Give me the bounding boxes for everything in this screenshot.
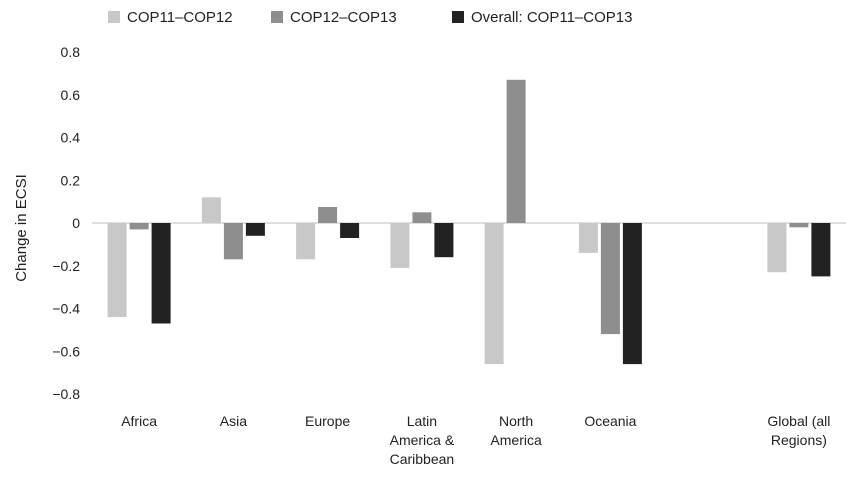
bar-series2-cat4 — [412, 212, 432, 223]
bar-series3-cat6 — [622, 223, 642, 365]
bar-series2-cat3 — [318, 207, 338, 223]
y-axis-ticks: 0.8 0.6 0.4 0.2 0 −0.2 −0.4 −0.6 −0.8 — [52, 44, 80, 402]
bar-series2-cat1 — [129, 223, 149, 230]
bar-series3-cat8 — [811, 223, 831, 277]
x-tick-label: Africa — [121, 413, 157, 429]
bar-series1-cat3 — [296, 223, 316, 260]
bar-series3-cat3 — [340, 223, 360, 238]
bar-series1-cat5 — [484, 223, 504, 365]
y-tick-label: 0.8 — [61, 44, 81, 60]
y-tick-label: 0.2 — [61, 172, 81, 188]
bar-series2-cat8 — [789, 223, 809, 228]
bar-series3-cat1 — [151, 223, 171, 324]
y-tick-label: 0 — [72, 215, 80, 231]
x-tick-label: Caribbean — [390, 451, 455, 467]
bar-series1-cat1 — [107, 223, 127, 318]
x-tick-label: Global (all — [767, 413, 830, 429]
x-tick-label: America — [490, 432, 542, 448]
y-tick-label: −0.4 — [52, 301, 80, 317]
bar-series2-cat5 — [506, 79, 526, 223]
x-tick-label: North — [499, 413, 533, 429]
legend-swatch — [108, 11, 120, 23]
x-tick-label: Latin — [407, 413, 437, 429]
bar-series2-cat6 — [600, 223, 620, 335]
x-tick-label: Europe — [305, 413, 350, 429]
y-tick-label: −0.8 — [52, 386, 80, 402]
legend-label: Overall: COP11–COP13 — [471, 9, 632, 26]
x-tick-label: Regions) — [771, 432, 827, 448]
bar-series2-cat2 — [223, 223, 243, 260]
bar-series1-cat8 — [767, 223, 787, 273]
y-axis-label: Change in ECSI — [13, 174, 30, 282]
bar-series3-cat4 — [434, 223, 454, 258]
x-tick-label: Oceania — [584, 413, 636, 429]
legend-swatch — [271, 11, 283, 23]
legend-label: COP11–COP12 — [127, 9, 233, 26]
x-axis-ticks: Africa Asia Europe Latin America & Caribbean N… — [121, 413, 830, 467]
x-tick-label: Asia — [220, 413, 247, 429]
bar-series1-cat4 — [390, 223, 410, 268]
y-tick-label: 0.6 — [61, 87, 81, 103]
y-tick-label: −0.6 — [52, 343, 80, 359]
bar-series3-cat2 — [245, 223, 265, 236]
bars — [107, 79, 831, 365]
legend-swatch — [452, 11, 464, 23]
y-tick-label: −0.2 — [52, 258, 80, 274]
y-tick-label: 0.4 — [61, 130, 81, 146]
bar-series1-cat2 — [201, 197, 221, 223]
bar-series1-cat6 — [578, 223, 598, 253]
legend: COP11–COP12 COP12–COP13 Overall: COP11–COP… — [108, 9, 632, 26]
x-tick-label: America & — [390, 432, 455, 448]
legend-label: COP12–COP13 — [290, 9, 397, 26]
